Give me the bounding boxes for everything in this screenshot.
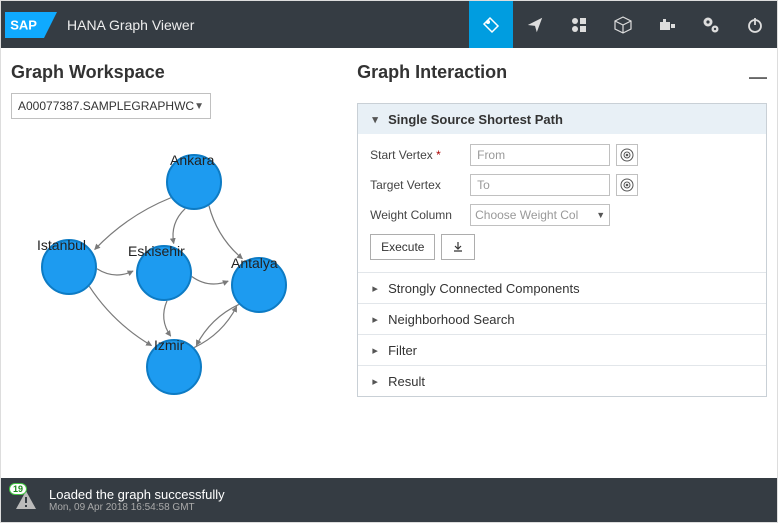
sap-logo: SAP (5, 12, 57, 38)
topbar-cube-button[interactable] (601, 1, 645, 48)
graph-interaction-panel: Graph Interaction — ▾ Single Source Shor… (347, 48, 777, 480)
acc-title-sssp: Single Source Shortest Path (388, 112, 563, 127)
acc-header-sssp[interactable]: ▾ Single Source Shortest Path (358, 104, 766, 134)
topbar-plugin-button[interactable] (645, 1, 689, 48)
target-vertex-input[interactable]: To (470, 174, 610, 196)
status-timestamp: Mon, 09 Apr 2018 16:54:58 GMT (49, 502, 225, 513)
chevron-right-icon: ▸ (368, 375, 382, 388)
chevron-down-icon: ▾ (368, 113, 382, 126)
workspace-title: Graph Workspace (11, 62, 337, 83)
chevron-right-icon: ▸ (368, 313, 382, 326)
acc-title-scc: Strongly Connected Components (388, 281, 580, 296)
graph-node-label: Antalya (231, 255, 278, 271)
topbar-nav-button[interactable] (513, 1, 557, 48)
chevron-right-icon: ▸ (368, 344, 382, 357)
topbar-power-button[interactable] (733, 1, 777, 48)
graph-node-label: Izmir (154, 337, 184, 353)
app-title: HANA Graph Viewer (67, 17, 194, 33)
graph-node-label: Istanbul (37, 237, 86, 253)
target-vertex-picker-button[interactable] (616, 174, 638, 196)
graph-node-label: Eskisehir (128, 243, 185, 259)
collapse-panel-button[interactable]: — (749, 67, 767, 88)
svg-text:SAP: SAP (10, 17, 37, 32)
topbar-shapes-button[interactable] (557, 1, 601, 48)
start-vertex-input[interactable]: From (470, 144, 610, 166)
graph-node-label: Ankara (170, 152, 214, 168)
interaction-title: Graph Interaction (357, 62, 507, 83)
acc-header-scc[interactable]: ▸ Strongly Connected Components (358, 273, 766, 303)
topbar-tag-button[interactable] (469, 1, 513, 48)
topbar-settings-button[interactable] (689, 1, 733, 48)
status-icon[interactable]: 19 (13, 487, 39, 513)
acc-header-neighborhood[interactable]: ▸ Neighborhood Search (358, 304, 766, 334)
top-bar: SAP HANA Graph Viewer (1, 1, 777, 48)
status-count-badge: 19 (9, 483, 27, 495)
acc-title-filter: Filter (388, 343, 417, 358)
target-vertex-label: Target Vertex (370, 178, 470, 192)
status-message: Loaded the graph successfully (49, 487, 225, 502)
graph-workspace-panel: Graph Workspace A00077387.SAMPLEGRAPHWC … (1, 48, 347, 480)
weight-column-label: Weight Column (370, 208, 470, 222)
weight-column-select[interactable]: Choose Weight Col▼ (470, 204, 610, 226)
status-bar: 19 Loaded the graph successfully Mon, 09… (1, 478, 777, 522)
graph-canvas[interactable]: Ankara Istanbul Eskisehir Antalya Izmir (11, 119, 337, 470)
start-vertex-label: Start Vertex * (370, 148, 470, 162)
chevron-right-icon: ▸ (368, 282, 382, 295)
acc-header-filter[interactable]: ▸ Filter (358, 335, 766, 365)
workspace-select[interactable]: A00077387.SAMPLEGRAPHWC ▼ (11, 93, 211, 119)
chevron-down-icon: ▼ (194, 101, 204, 112)
start-vertex-picker-button[interactable] (616, 144, 638, 166)
acc-title-result: Result (388, 374, 425, 389)
workspace-selected-value: A00077387.SAMPLEGRAPHWC (18, 99, 194, 113)
download-button[interactable] (441, 234, 475, 260)
acc-header-result[interactable]: ▸ Result (358, 366, 766, 396)
acc-title-neighborhood: Neighborhood Search (388, 312, 514, 327)
execute-button[interactable]: Execute (370, 234, 435, 260)
